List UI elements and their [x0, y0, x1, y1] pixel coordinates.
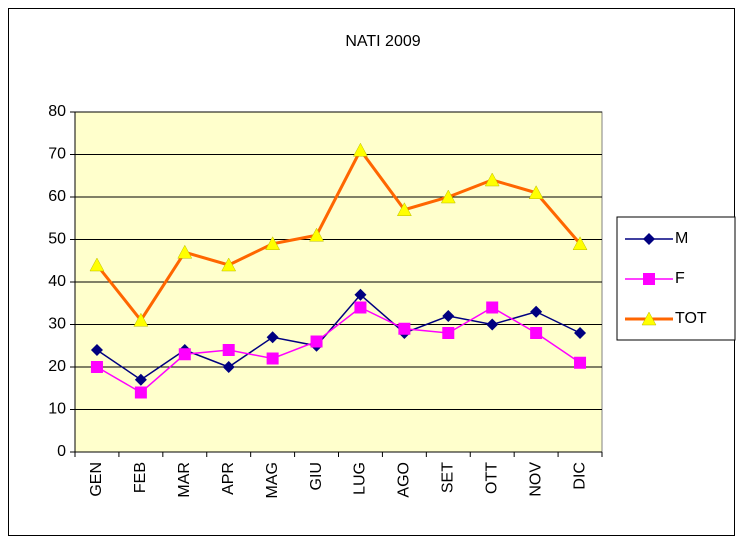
data-point	[398, 322, 411, 335]
y-tick-label: 60	[48, 188, 66, 205]
y-tick-label: 0	[57, 443, 66, 460]
data-point	[222, 344, 235, 356]
data-point	[178, 348, 191, 361]
x-tick-label: SET	[440, 462, 457, 493]
data-point	[572, 236, 588, 250]
x-tick-label: GIU	[308, 462, 325, 490]
data-point	[354, 301, 367, 314]
legend-marker	[643, 273, 655, 285]
x-tick-label: FEB	[132, 462, 149, 493]
x-tick-label: OTT	[483, 462, 500, 494]
data-point	[265, 236, 281, 250]
x-tick-label: DIC	[571, 462, 588, 490]
series-line	[96, 293, 581, 381]
data-point	[574, 356, 587, 369]
data-point	[486, 318, 499, 331]
y-tick-label: 80	[48, 103, 66, 120]
y-tick-label: 20	[48, 358, 66, 375]
y-tick-label: 40	[48, 273, 66, 290]
legend-label: M	[675, 230, 688, 247]
y-tick-label: 50	[48, 231, 66, 248]
legend-marker	[641, 311, 657, 326]
data-point	[310, 335, 323, 348]
legend-label: F	[675, 270, 685, 287]
data-point	[90, 361, 103, 373]
x-tick-label: GEN	[88, 462, 105, 497]
x-tick-label: LUG	[352, 462, 369, 495]
x-tick-label: AGO	[396, 462, 413, 498]
data-point	[353, 142, 368, 157]
data-point	[266, 352, 279, 365]
data-point	[221, 257, 237, 272]
series-line	[95, 147, 582, 323]
data-point	[486, 301, 499, 314]
chart-title: NATI 2009	[345, 33, 420, 50]
y-tick-label: 70	[48, 146, 66, 163]
data-point	[134, 386, 147, 399]
data-point	[133, 312, 149, 327]
x-tick-label: MAG	[264, 462, 281, 498]
data-point	[442, 310, 455, 322]
data-point	[484, 172, 500, 187]
y-tick-label: 10	[48, 401, 66, 418]
data-point	[90, 344, 103, 356]
data-point	[89, 257, 105, 272]
data-point	[574, 327, 587, 339]
x-tick-label: APR	[220, 462, 237, 495]
data-point	[354, 288, 367, 301]
data-point	[396, 202, 412, 216]
data-point	[134, 373, 147, 386]
data-point	[222, 361, 235, 373]
data-point	[530, 327, 543, 339]
data-point	[309, 227, 324, 242]
series-line	[96, 306, 581, 394]
data-point	[266, 331, 279, 344]
y-tick-label: 30	[48, 316, 66, 333]
legend-label: TOT	[675, 310, 707, 327]
data-point	[440, 189, 456, 204]
x-tick-label: MAR	[176, 462, 193, 498]
data-point	[442, 327, 455, 339]
x-tick-label: NOV	[527, 462, 544, 497]
legend-marker	[643, 233, 655, 245]
data-point	[530, 305, 543, 318]
data-point	[177, 244, 193, 259]
data-point	[528, 185, 544, 199]
